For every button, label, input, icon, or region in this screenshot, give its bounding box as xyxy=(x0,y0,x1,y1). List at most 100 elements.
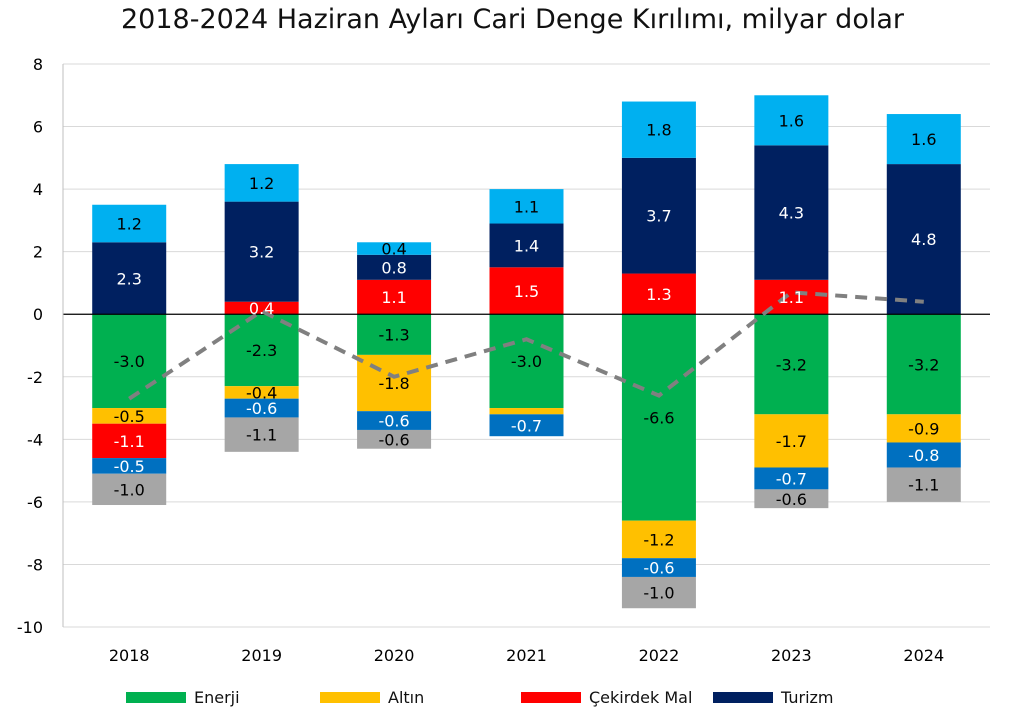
legend-item: Turizm xyxy=(713,688,834,707)
data-label: -1.2 xyxy=(643,530,674,549)
data-label: -0.5 xyxy=(114,407,145,426)
data-label: -1.0 xyxy=(114,480,145,499)
legend-swatch xyxy=(320,692,380,703)
data-label: -0.6 xyxy=(776,490,807,509)
data-label: -1.0 xyxy=(643,584,674,603)
bar-segment xyxy=(886,414,961,443)
legend-label: Çekirdek Mal xyxy=(589,688,693,707)
legend-swatch xyxy=(126,692,186,703)
data-label: -2.3 xyxy=(246,341,277,360)
data-label: 1.5 xyxy=(514,282,539,301)
bar-segment xyxy=(224,386,299,399)
bar-segment xyxy=(224,164,299,202)
bar-layer xyxy=(92,95,961,609)
data-label: -0.4 xyxy=(246,383,277,402)
bar-segment xyxy=(489,414,564,437)
data-label: 0.8 xyxy=(381,258,406,277)
y-tick-label: 8 xyxy=(33,55,43,74)
data-label: 1.8 xyxy=(646,121,671,140)
bar-segment xyxy=(621,576,696,609)
data-label: -1.1 xyxy=(114,432,145,451)
bar-segment xyxy=(357,254,432,280)
line-layer xyxy=(128,290,924,401)
legend-swatch xyxy=(713,692,773,703)
bar-segment xyxy=(754,489,829,509)
data-label: -3.0 xyxy=(511,352,542,371)
y-tick-label: 6 xyxy=(33,118,43,137)
data-label: -0.6 xyxy=(246,399,277,418)
bar-segment xyxy=(357,354,432,412)
bar-segment xyxy=(224,301,299,315)
y-tick-label: 4 xyxy=(33,180,43,199)
data-label: 0.4 xyxy=(249,299,274,318)
data-label: -0.6 xyxy=(378,430,409,449)
chart-title: 2018-2024 Haziran Ayları Cari Denge Kırı… xyxy=(121,4,904,35)
legend-item: Altın xyxy=(320,688,424,707)
x-tick-label: 2021 xyxy=(506,646,547,665)
bar-segment xyxy=(621,520,696,559)
bar-segment xyxy=(357,429,432,449)
bar-segment xyxy=(621,273,696,315)
y-tick-label: -2 xyxy=(27,368,43,387)
data-label: 1.6 xyxy=(911,130,936,149)
axis-layer: -10 -8 -6 -4 -2 0 2 4 6 8 2018 2019 2020 2021 2022 2023… xyxy=(17,55,990,665)
y-tick-label: -8 xyxy=(27,555,43,574)
data-label: 1.1 xyxy=(381,288,406,307)
data-label: -1.3 xyxy=(378,326,409,345)
data-label: 1.2 xyxy=(249,174,274,193)
data-label: 1.2 xyxy=(116,215,141,234)
legend-label: Enerji xyxy=(194,688,240,707)
x-tick-label: 2019 xyxy=(241,646,282,665)
x-tick-label: 2018 xyxy=(109,646,150,665)
bar-segment xyxy=(357,314,432,355)
data-label: 4.8 xyxy=(911,230,936,249)
label-layer: -3.0 -0.5 -1.1 -0.5 -1.0 2.3 1.2 -2.3 -0.4 0.4 -0.… xyxy=(114,111,940,602)
data-label: -6.6 xyxy=(643,408,674,427)
legend-label: Altın xyxy=(388,688,425,707)
data-label: 1.4 xyxy=(514,236,539,255)
bar-segment xyxy=(886,114,961,165)
bar-segment xyxy=(92,473,167,506)
bar-segment xyxy=(886,164,961,315)
bar-segment xyxy=(357,411,432,430)
data-label: -0.6 xyxy=(378,412,409,431)
data-label: 3.7 xyxy=(646,207,671,226)
data-label: -0.6 xyxy=(643,559,674,578)
x-tick-label: 2022 xyxy=(639,646,680,665)
data-label: 0.4 xyxy=(381,240,406,259)
y-tick-label: -6 xyxy=(27,493,43,512)
data-label: -3.2 xyxy=(776,355,807,374)
series-line xyxy=(128,290,924,401)
bar-segment xyxy=(886,314,961,415)
legend-swatch xyxy=(521,692,581,703)
data-label: -0.7 xyxy=(776,469,807,488)
data-label: -0.5 xyxy=(114,457,145,476)
data-label: 1.6 xyxy=(779,111,804,130)
data-label: -1.1 xyxy=(908,476,939,495)
bar-segment xyxy=(886,442,961,468)
bar-segment xyxy=(489,223,564,268)
bar-segment xyxy=(92,242,167,315)
bar-segment xyxy=(92,458,167,474)
data-label: 4.3 xyxy=(779,204,804,223)
bar-segment xyxy=(754,467,829,490)
bar-segment xyxy=(754,95,829,146)
bar-segment xyxy=(224,398,299,418)
legend-item: Enerji xyxy=(126,688,240,707)
bar-segment xyxy=(224,417,299,452)
y-tick-label: -4 xyxy=(27,430,43,449)
data-label: -3.0 xyxy=(114,352,145,371)
data-label: 3.2 xyxy=(249,243,274,262)
bar-segment xyxy=(621,314,696,521)
bar-segment xyxy=(489,267,564,315)
bar-segment xyxy=(357,279,432,315)
bar-segment xyxy=(489,314,564,409)
data-label: -1.1 xyxy=(246,426,277,445)
bar-segment xyxy=(489,189,564,224)
bar-segment xyxy=(92,204,167,243)
bar-segment xyxy=(754,145,829,280)
data-label: -3.2 xyxy=(908,355,939,374)
y-tick-label: 2 xyxy=(33,243,43,262)
bar-segment xyxy=(886,467,961,502)
